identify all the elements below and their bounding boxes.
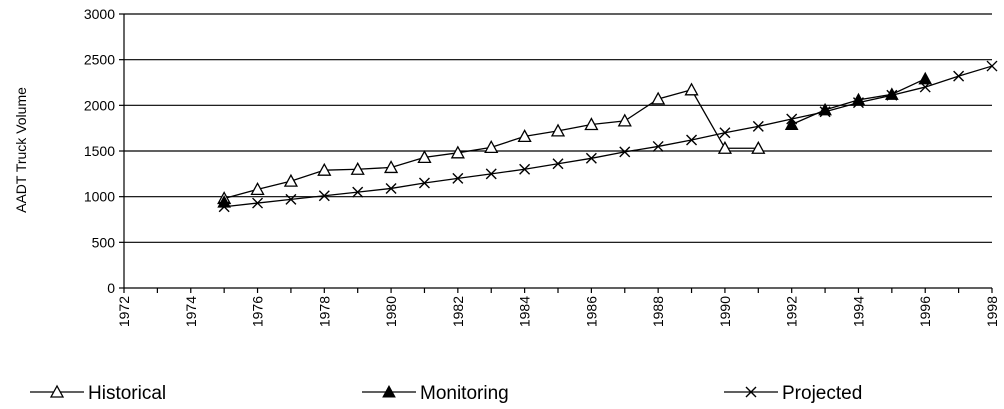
x-axis: 1972 1974 1976 1978 1980 1982 1984 1986 1988 1990… xyxy=(116,287,1000,327)
x-tick-label: 1978 xyxy=(316,296,332,327)
data-point-historical xyxy=(250,182,265,196)
data-point-historical xyxy=(584,117,599,131)
x-tick-label: 1976 xyxy=(250,296,266,327)
x-tick-label: 1992 xyxy=(784,296,800,327)
data-point-historical xyxy=(684,82,699,96)
data-point-projected xyxy=(385,182,397,194)
data-point-projected xyxy=(986,60,998,72)
data-point-historical xyxy=(283,173,299,187)
data-point-projected xyxy=(953,70,965,82)
data-point-projected xyxy=(852,97,864,109)
data-point-monitoring xyxy=(784,117,799,131)
x-tick-label: 1984 xyxy=(517,296,533,327)
data-point-projected xyxy=(552,158,564,170)
legend-marker-historical xyxy=(49,384,65,398)
data-point-projected xyxy=(218,201,230,213)
legend-item-projected: Projected xyxy=(724,383,862,404)
data-point-projected xyxy=(619,146,631,158)
legend-marker-monitoring xyxy=(382,384,396,398)
data-point-projected xyxy=(519,163,531,175)
data-point-projected xyxy=(418,177,430,189)
legend-marker-projected xyxy=(745,386,757,398)
x-tick-label: 1994 xyxy=(850,296,866,327)
legend-item-historical: Historical xyxy=(30,383,166,404)
data-point-projected xyxy=(886,89,898,101)
legend-label-monitoring: Monitoring xyxy=(420,383,509,404)
series-line-projected xyxy=(224,65,993,208)
data-point-historical xyxy=(751,140,766,154)
data-point-projected xyxy=(252,197,264,209)
x-tick-label: 1996 xyxy=(917,296,933,327)
data-point-projected xyxy=(819,106,831,118)
data-point-historical xyxy=(484,139,499,153)
x-tick-label: 1990 xyxy=(717,296,733,327)
legend-item-monitoring: Monitoring xyxy=(362,383,509,404)
plot-area: 1972 1974 1976 1978 1980 1982 1984 1986 1988 1990… xyxy=(84,6,1000,327)
data-point-historical xyxy=(717,140,733,154)
legend-label-historical: Historical xyxy=(88,383,166,404)
data-point-projected xyxy=(585,152,597,164)
data-point-monitoring xyxy=(885,87,899,100)
y-tick-label: 500 xyxy=(92,234,116,250)
data-point-historical xyxy=(417,150,432,164)
data-point-historical xyxy=(550,123,566,137)
x-tick-label: 1998 xyxy=(984,296,1000,327)
data-point-projected xyxy=(686,134,698,146)
y-axis-title: AADT Truck Volume xyxy=(13,87,29,213)
data-point-historical xyxy=(617,113,632,127)
x-tick-label: 1982 xyxy=(450,296,466,327)
series-monitoring xyxy=(217,71,933,208)
data-point-projected xyxy=(652,140,664,152)
y-tick-label: 1000 xyxy=(84,189,115,205)
data-point-projected xyxy=(285,193,297,205)
data-point-historical xyxy=(383,160,399,174)
data-point-projected xyxy=(318,190,330,202)
series-projected xyxy=(218,60,998,213)
data-point-projected xyxy=(485,168,497,180)
data-point-projected xyxy=(786,113,798,125)
y-tick-label: 3000 xyxy=(84,6,115,22)
data-point-projected xyxy=(719,127,731,139)
data-point-historical xyxy=(317,162,332,176)
y-tick-label: 2500 xyxy=(84,52,115,68)
data-point-projected xyxy=(452,172,464,184)
y-tick-label: 0 xyxy=(107,280,115,296)
series-layer xyxy=(217,60,998,213)
data-point-monitoring xyxy=(918,71,933,85)
legend: Historical Monitoring Projected xyxy=(30,383,862,404)
y-axis: 0 500 1000 1500 2000 2500 3000 xyxy=(84,6,125,296)
x-tick-label: 1988 xyxy=(650,296,666,327)
x-tick-label: 1972 xyxy=(116,296,132,327)
x-tick-label: 1986 xyxy=(583,296,599,327)
data-point-projected xyxy=(752,120,764,132)
data-point-projected xyxy=(919,81,931,93)
gridlines xyxy=(124,13,992,243)
data-point-projected xyxy=(352,186,364,198)
data-point-historical xyxy=(651,91,666,105)
x-tick-label: 1974 xyxy=(183,296,199,327)
y-tick-label: 1500 xyxy=(84,143,115,159)
data-point-historical xyxy=(517,129,532,143)
legend-label-projected: Projected xyxy=(782,383,862,404)
data-point-historical xyxy=(350,161,365,175)
data-point-historical xyxy=(450,145,465,159)
x-tick-label: 1980 xyxy=(383,296,399,327)
y-tick-label: 2000 xyxy=(84,97,115,113)
